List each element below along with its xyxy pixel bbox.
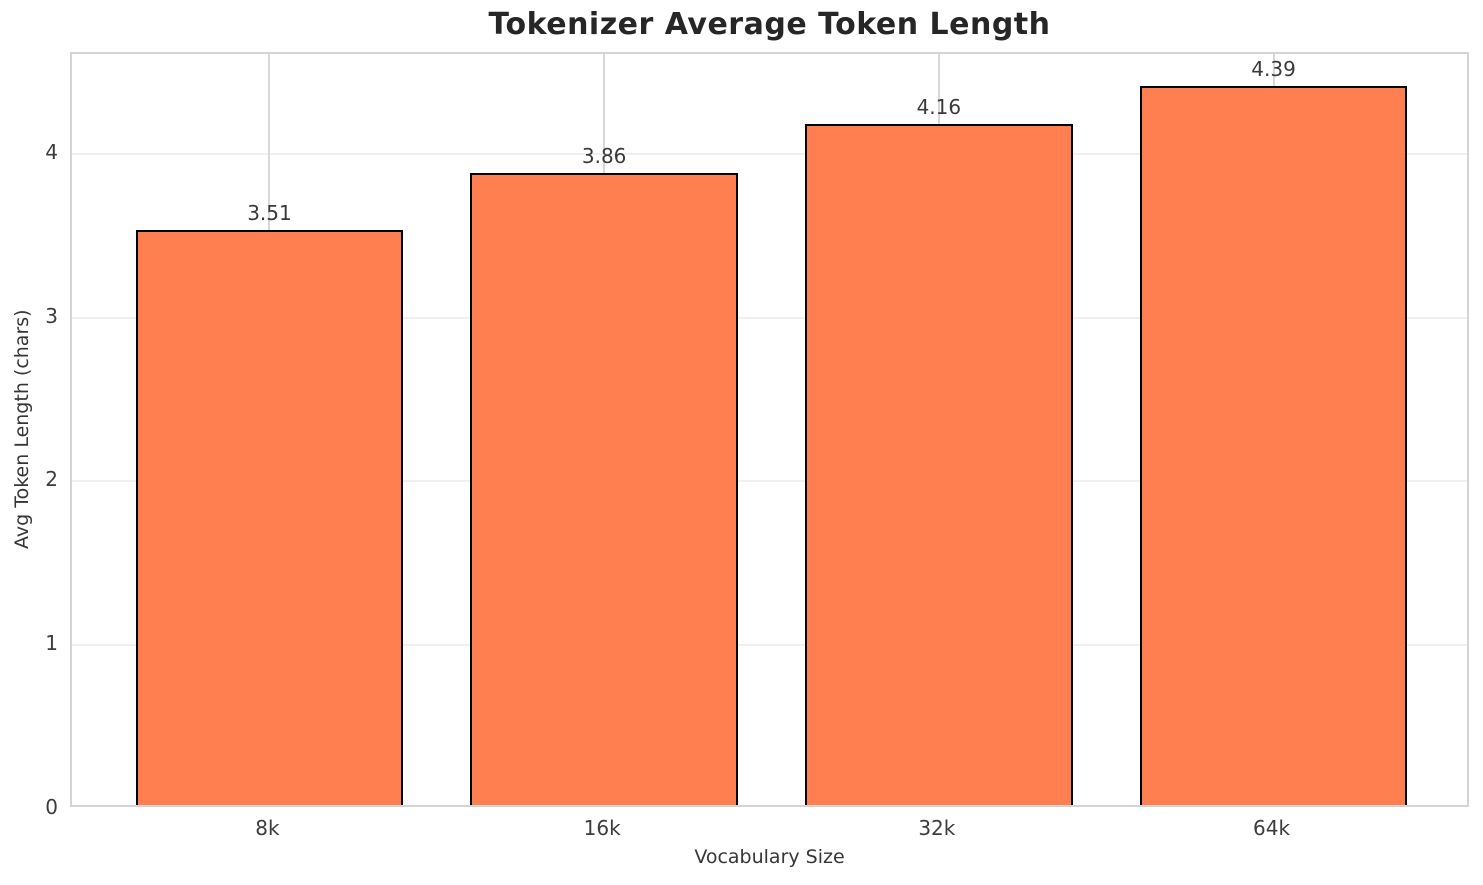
- bar-value-label: 4.39: [1251, 57, 1296, 82]
- bar-32k: [804, 123, 1073, 805]
- x-tick-label: 64k: [1253, 816, 1291, 840]
- bar-value-label: 4.16: [916, 94, 962, 119]
- y-tick-label: 1: [45, 631, 58, 656]
- plot-area: 3.51 3.86 4.16 4.39: [70, 52, 1469, 807]
- gridline-horizontal: [72, 644, 1467, 647]
- x-tick-label: 16k: [583, 816, 621, 840]
- bar-value-label: 3.86: [581, 143, 627, 168]
- bar-16k: [470, 172, 739, 805]
- x-tick-label: 32k: [918, 816, 956, 840]
- x-tick-label: 8k: [255, 816, 280, 840]
- y-tick-label: 2: [45, 467, 58, 492]
- y-tick-label: 4: [45, 139, 58, 164]
- gridline-horizontal: [72, 316, 1467, 319]
- gridline-horizontal: [72, 152, 1467, 155]
- y-axis-label: Avg Token Length (chars): [11, 309, 33, 550]
- x-axis-label: Vocabulary Size: [694, 846, 845, 868]
- chart-title: Tokenizer Average Token Length: [488, 7, 1051, 42]
- gridline-horizontal: [72, 480, 1467, 483]
- bar-8k: [135, 230, 404, 805]
- bar-value-label: 3.51: [247, 201, 292, 226]
- y-tick-label: 0: [45, 795, 58, 819]
- bar-64k: [1139, 86, 1408, 805]
- y-tick-label: 3: [45, 303, 58, 328]
